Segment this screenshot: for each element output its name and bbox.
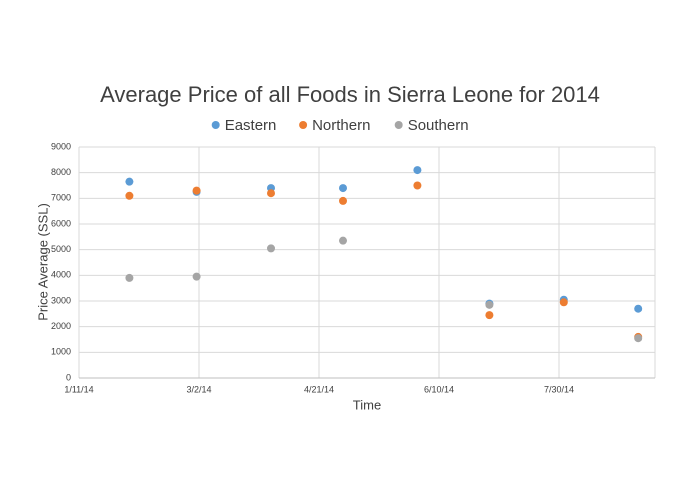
legend-label: Eastern — [225, 117, 277, 134]
x-tick-label: 4/21/14 — [304, 384, 334, 394]
point — [192, 272, 201, 281]
x-tick-label: 6/10/14 — [424, 384, 454, 394]
legend-marker — [299, 121, 308, 129]
point — [413, 166, 422, 175]
point — [192, 186, 201, 195]
legend-label: Northern — [312, 117, 370, 134]
y-tick-label: 4000 — [51, 270, 71, 280]
point — [339, 196, 347, 205]
y-tick-label: 9000 — [51, 141, 71, 151]
chart-title: Average Price of all Foods in Sierra Leo… — [100, 82, 600, 107]
y-tick-label: 7000 — [51, 193, 71, 203]
legend-marker — [394, 121, 403, 129]
y-tick-label: 8000 — [51, 167, 71, 177]
y-tick-label: 6000 — [51, 218, 71, 228]
point — [634, 334, 643, 343]
y-axis-label: Price Average (SSL) — [35, 203, 50, 321]
point — [339, 236, 347, 245]
legend-label: Southern — [408, 117, 469, 134]
x-tick-label: 1/11/14 — [64, 384, 93, 394]
x-tick-label: 7/30/14 — [544, 384, 574, 394]
y-tick-label: 0 — [66, 372, 71, 382]
y-tick-label: 1000 — [51, 347, 71, 357]
y-tick-label: 5000 — [51, 244, 71, 254]
x-tick-label: 3/2/14 — [186, 384, 211, 394]
point — [339, 184, 347, 193]
point — [413, 181, 422, 190]
point — [485, 300, 494, 309]
legend-marker — [211, 121, 220, 129]
y-tick-label: 3000 — [51, 295, 71, 305]
point — [559, 298, 568, 307]
point — [634, 304, 643, 313]
point — [125, 273, 134, 282]
x-axis-label: Time — [353, 397, 381, 412]
point — [125, 177, 134, 186]
point — [267, 244, 275, 253]
point — [485, 311, 494, 320]
point — [125, 191, 134, 200]
y-tick-label: 2000 — [51, 321, 71, 331]
point — [267, 189, 275, 198]
